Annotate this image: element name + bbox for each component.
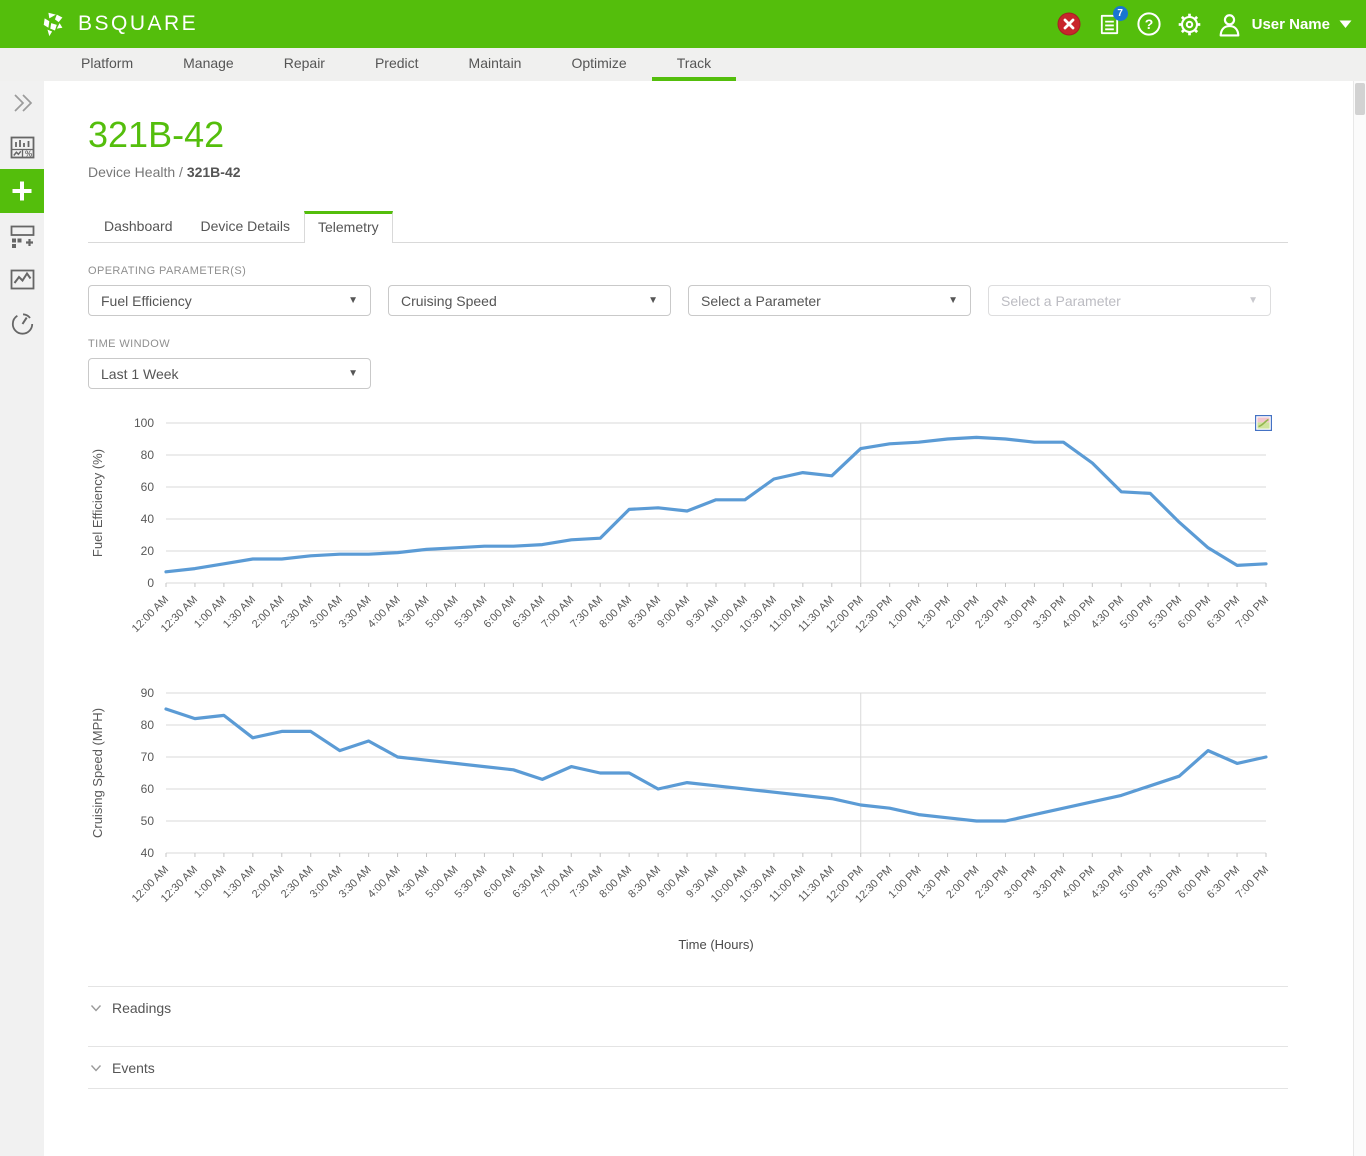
sidebar-item-expand-sidebar[interactable] <box>0 81 44 125</box>
svg-text:80: 80 <box>141 718 155 732</box>
main-content: 321B-42 Device Health / 321B-42 Dashboar… <box>44 114 1344 1089</box>
svg-text:70: 70 <box>141 750 155 764</box>
tab-telemetry[interactable]: Telemetry <box>303 211 393 243</box>
user-menu[interactable]: User Name <box>1216 11 1352 38</box>
bsquare-logo-icon <box>40 10 68 38</box>
user-name: User Name <box>1251 15 1330 33</box>
svg-text:80: 80 <box>141 448 155 462</box>
svg-text:40: 40 <box>141 512 155 526</box>
svg-text:Fuel Efficiency (%): Fuel Efficiency (%) <box>90 449 105 557</box>
time-window-value: Last 1 Week <box>101 365 179 382</box>
readings-label: Readings <box>112 1000 172 1016</box>
cruising-speed-plot: 40 50 60 70 80 90 12:00 AM 12:30 AM 1:00 AM 1:30 … <box>88 677 1288 929</box>
sidebar-item-add-new[interactable] <box>0 169 44 213</box>
dropdown-caret-icon: ▼ <box>948 295 958 306</box>
plus-icon <box>8 177 36 205</box>
sidebar-item-charts-view[interactable] <box>0 257 44 301</box>
main-nav: Platform Manage Repair Predict Maintain Optim… <box>0 48 1366 81</box>
time-window-dropdown[interactable]: Last 1 Week ▼ <box>88 358 371 389</box>
alerts-icon[interactable] <box>1056 11 1083 38</box>
parameter-dropdown-2[interactable]: Cruising Speed ▼ <box>388 285 671 316</box>
chevrons-right-icon <box>9 92 35 114</box>
widget-add-icon <box>9 222 36 249</box>
dropdown-value: Fuel Efficiency <box>101 292 192 309</box>
brand[interactable]: BSQUARE <box>40 10 198 38</box>
caret-down-icon <box>1339 20 1352 29</box>
svg-text:Cruising Speed (MPH): Cruising Speed (MPH) <box>90 708 105 838</box>
nav-item-repair[interactable]: Repair <box>283 54 325 71</box>
page-title: 321B-42 <box>88 114 225 155</box>
dropdown-value: Cruising Speed <box>401 292 497 309</box>
nav-item-platform[interactable]: Platform <box>81 54 134 71</box>
svg-text:0: 0 <box>147 576 154 590</box>
readings-section-toggle[interactable]: Readings <box>88 986 1288 1028</box>
breadcrumb: Device Health / 321B-42 <box>88 164 1344 180</box>
svg-text:50: 50 <box>141 814 155 828</box>
svg-text:%: % <box>24 149 31 158</box>
stats-icon: % <box>9 134 36 161</box>
svg-text:40: 40 <box>141 846 155 860</box>
nav-item-predict[interactable]: Predict <box>374 54 419 71</box>
svg-text:60: 60 <box>141 782 155 796</box>
nav-item-manage[interactable]: Manage <box>183 54 234 71</box>
gauge-icon <box>9 310 36 337</box>
chevron-down-icon <box>90 1004 102 1012</box>
events-section-toggle[interactable]: Events <box>88 1046 1288 1088</box>
operating-parameters-label: OPERATING PARAMETER(S) <box>88 265 247 277</box>
svg-text:60: 60 <box>141 480 155 494</box>
dropdown-caret-icon: ▼ <box>648 295 658 306</box>
x-axis-title: Time (Hours) <box>678 937 754 952</box>
parameter-dropdown-1[interactable]: Fuel Efficiency ▼ <box>88 285 371 316</box>
svg-text:100: 100 <box>134 416 154 430</box>
tab-dashboard[interactable]: Dashboard <box>104 218 173 234</box>
tab-bar: Dashboard Device Details Telemetry <box>88 210 1288 243</box>
fuel-efficiency-plot: 0 20 40 60 80 100 12:00 AM 12:30 AM 1:00 AM 1:30 … <box>88 407 1288 659</box>
notifications-icon[interactable]: 7 <box>1096 5 1128 38</box>
dropdown-value: Select a Parameter <box>701 292 821 309</box>
settings-icon[interactable] <box>1176 11 1203 38</box>
help-icon[interactable]: ? <box>1136 11 1163 38</box>
tab-device-details[interactable]: Device Details <box>200 218 290 234</box>
parameter-dropdown-4: Select a Parameter ▼ <box>988 285 1271 316</box>
breadcrumb-parent[interactable]: Device Health / <box>88 164 187 180</box>
svg-text:?: ? <box>1145 16 1154 32</box>
sidebar-item-stats-dashboard[interactable]: % <box>0 125 44 169</box>
cruising-speed-chart: 40 50 60 70 80 90 12:00 AM 12:30 AM 1:00 AM 1:30 … <box>88 677 1288 929</box>
nav-item-track[interactable]: Track <box>651 48 737 81</box>
top-header: BSQUARE 7 ? User Name <box>0 0 1366 48</box>
scrollbar-thumb[interactable] <box>1355 83 1365 115</box>
scrollbar-track[interactable] <box>1353 81 1366 1156</box>
nav-item-maintain[interactable]: Maintain <box>468 54 522 71</box>
time-window-label: TIME WINDOW <box>88 338 170 350</box>
dropdown-caret-icon: ▼ <box>1248 295 1258 306</box>
dropdown-caret-icon: ▼ <box>348 368 358 379</box>
events-label: Events <box>112 1060 155 1076</box>
svg-text:20: 20 <box>141 544 155 558</box>
parameter-dropdown-3[interactable]: Select a Parameter ▼ <box>688 285 971 316</box>
sidebar-item-add-widget[interactable] <box>0 213 44 257</box>
header-actions: 7 ? User Name <box>1056 5 1352 38</box>
sidebar-item-gauge-view[interactable] <box>0 301 44 345</box>
user-icon <box>1216 11 1243 38</box>
dropdown-value: Select a Parameter <box>1001 292 1121 309</box>
notification-badge: 7 <box>1112 5 1128 21</box>
brand-name: BSQUARE <box>78 12 199 35</box>
breadcrumb-current: 321B-42 <box>186 164 241 180</box>
fuel-efficiency-chart: 0 20 40 60 80 100 12:00 AM 12:30 AM 1:00 AM 1:30 … <box>88 407 1288 659</box>
sidebar: % <box>0 81 44 1156</box>
chevron-down-icon <box>90 1064 102 1072</box>
chart-menu-icon[interactable] <box>1255 415 1272 431</box>
nav-item-optimize[interactable]: Optimize <box>571 54 627 71</box>
parameter-dropdowns: Fuel Efficiency ▼ Cruising Speed ▼ Select a … <box>88 285 1344 316</box>
svg-text:90: 90 <box>141 686 155 700</box>
collapsible-sections: Readings Events <box>88 986 1288 1089</box>
dropdown-caret-icon: ▼ <box>348 295 358 306</box>
line-chart-icon <box>9 266 36 293</box>
